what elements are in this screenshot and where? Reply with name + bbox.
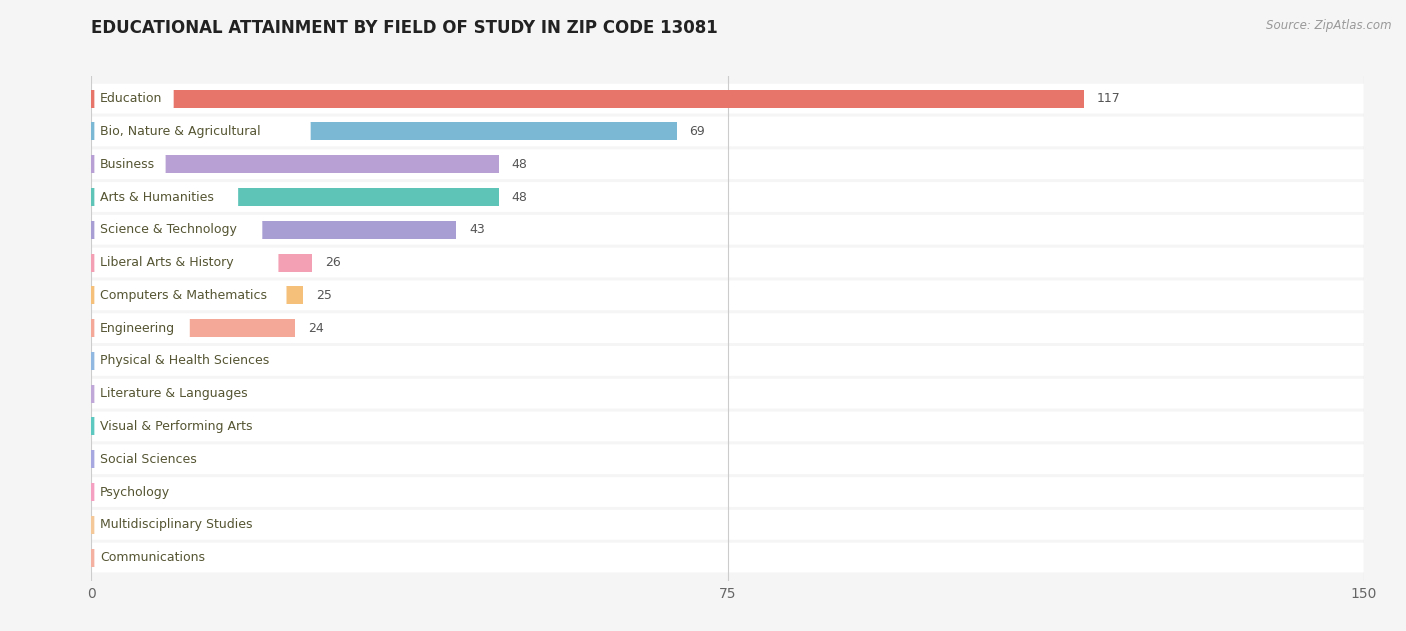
Bar xyxy=(91,221,456,239)
FancyBboxPatch shape xyxy=(94,480,181,505)
Bar xyxy=(91,418,184,435)
Text: 4: 4 xyxy=(138,518,146,531)
Text: 69: 69 xyxy=(689,125,706,138)
FancyBboxPatch shape xyxy=(91,215,1364,245)
FancyBboxPatch shape xyxy=(91,379,1364,409)
Text: 24: 24 xyxy=(308,322,323,334)
Text: 117: 117 xyxy=(1097,92,1121,105)
Text: 8: 8 xyxy=(172,485,180,498)
Bar xyxy=(91,516,125,534)
Bar xyxy=(91,451,167,468)
FancyBboxPatch shape xyxy=(94,381,278,406)
FancyBboxPatch shape xyxy=(91,313,1364,343)
Text: Visual & Performing Arts: Visual & Performing Arts xyxy=(100,420,252,433)
Bar xyxy=(91,352,228,370)
Text: Source: ZipAtlas.com: Source: ZipAtlas.com xyxy=(1267,19,1392,32)
Bar xyxy=(91,286,304,304)
Bar xyxy=(91,122,676,141)
Text: Business: Business xyxy=(100,158,155,171)
FancyBboxPatch shape xyxy=(94,348,311,374)
Text: 43: 43 xyxy=(468,223,485,236)
FancyBboxPatch shape xyxy=(94,151,166,177)
Bar xyxy=(91,254,312,271)
FancyBboxPatch shape xyxy=(91,84,1364,114)
Text: Liberal Arts & History: Liberal Arts & History xyxy=(100,256,233,269)
Text: 16: 16 xyxy=(240,387,256,400)
Text: Education: Education xyxy=(100,92,162,105)
Text: 48: 48 xyxy=(512,158,527,171)
Bar xyxy=(91,90,1084,108)
FancyBboxPatch shape xyxy=(94,447,222,472)
Bar xyxy=(91,319,295,337)
FancyBboxPatch shape xyxy=(94,545,214,570)
Bar xyxy=(91,385,228,403)
Text: EDUCATIONAL ATTAINMENT BY FIELD OF STUDY IN ZIP CODE 13081: EDUCATIONAL ATTAINMENT BY FIELD OF STUDY… xyxy=(91,19,718,37)
FancyBboxPatch shape xyxy=(94,184,238,209)
Text: 3: 3 xyxy=(129,551,138,564)
Text: 16: 16 xyxy=(240,355,256,367)
FancyBboxPatch shape xyxy=(94,414,294,439)
FancyBboxPatch shape xyxy=(91,346,1364,376)
FancyBboxPatch shape xyxy=(91,150,1364,179)
FancyBboxPatch shape xyxy=(91,543,1364,572)
FancyBboxPatch shape xyxy=(91,117,1364,146)
FancyBboxPatch shape xyxy=(91,510,1364,540)
FancyBboxPatch shape xyxy=(91,444,1364,474)
Text: 25: 25 xyxy=(316,289,332,302)
Text: Arts & Humanities: Arts & Humanities xyxy=(100,191,214,204)
Text: 48: 48 xyxy=(512,191,527,204)
FancyBboxPatch shape xyxy=(94,250,278,275)
Text: Communications: Communications xyxy=(100,551,205,564)
FancyBboxPatch shape xyxy=(94,316,190,341)
Text: Social Sciences: Social Sciences xyxy=(100,452,197,466)
FancyBboxPatch shape xyxy=(91,247,1364,278)
FancyBboxPatch shape xyxy=(91,182,1364,212)
Text: Engineering: Engineering xyxy=(100,322,174,334)
FancyBboxPatch shape xyxy=(94,86,174,111)
Text: 9: 9 xyxy=(180,452,188,466)
FancyBboxPatch shape xyxy=(91,411,1364,441)
Bar xyxy=(91,483,159,501)
FancyBboxPatch shape xyxy=(91,280,1364,310)
Text: Computers & Mathematics: Computers & Mathematics xyxy=(100,289,267,302)
FancyBboxPatch shape xyxy=(91,477,1364,507)
Bar xyxy=(91,155,499,174)
Text: Science & Technology: Science & Technology xyxy=(100,223,236,236)
Bar xyxy=(91,548,117,567)
Text: Bio, Nature & Agricultural: Bio, Nature & Agricultural xyxy=(100,125,260,138)
Text: Literature & Languages: Literature & Languages xyxy=(100,387,247,400)
Text: 11: 11 xyxy=(197,420,214,433)
Text: Psychology: Psychology xyxy=(100,485,170,498)
FancyBboxPatch shape xyxy=(94,119,311,144)
Text: Multidisciplinary Studies: Multidisciplinary Studies xyxy=(100,518,252,531)
FancyBboxPatch shape xyxy=(94,512,302,538)
FancyBboxPatch shape xyxy=(94,283,287,308)
Text: Physical & Health Sciences: Physical & Health Sciences xyxy=(100,355,269,367)
FancyBboxPatch shape xyxy=(94,217,263,242)
Bar xyxy=(91,188,499,206)
Text: 26: 26 xyxy=(325,256,340,269)
